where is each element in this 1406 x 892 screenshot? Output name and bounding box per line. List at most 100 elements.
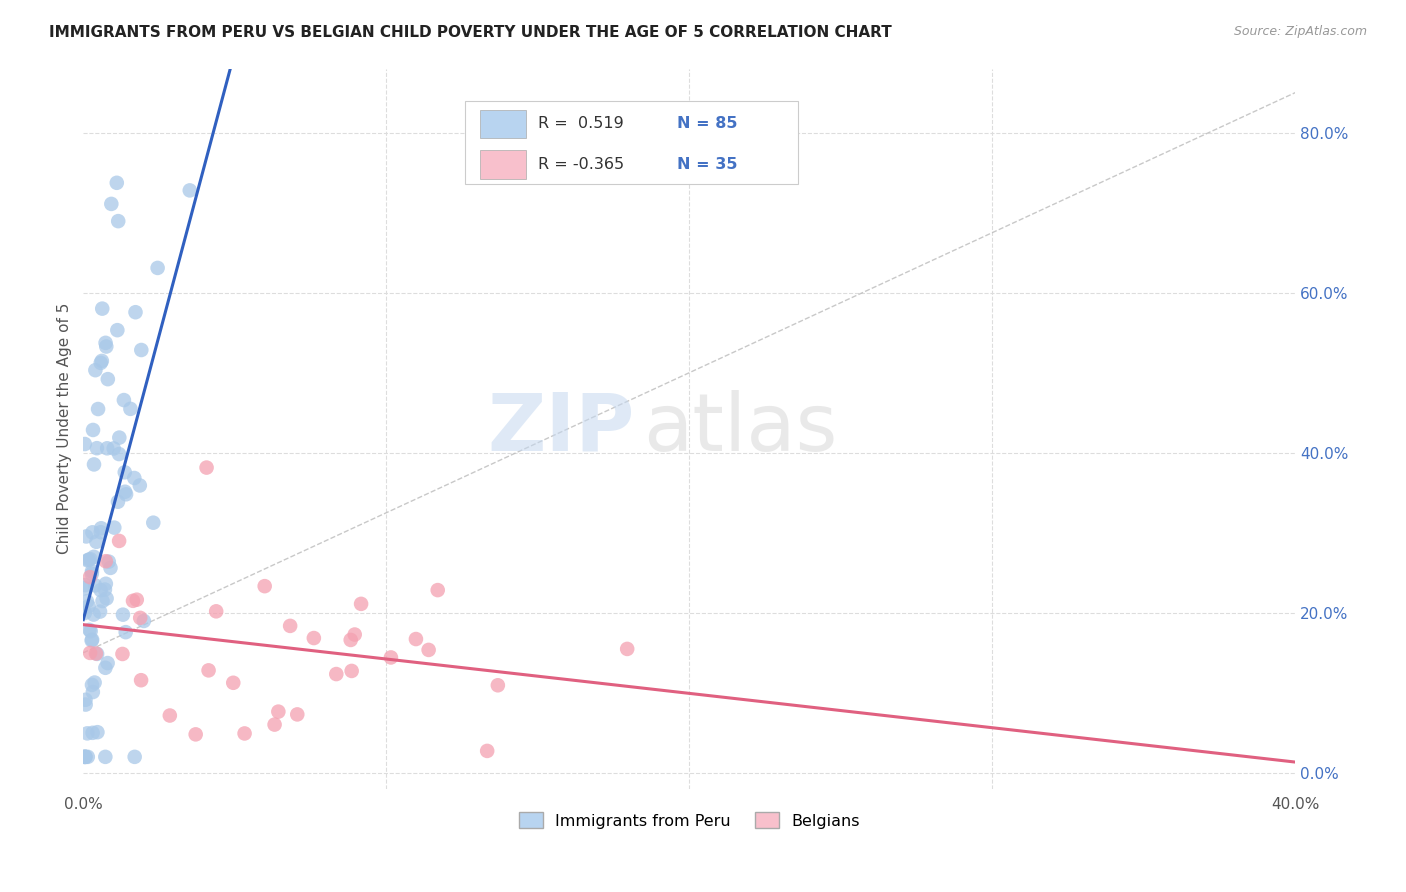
Point: [263, 717, 285, 731]
Point: [77, 553, 100, 567]
Point: [77, 599, 100, 614]
Point: [195, 460, 218, 475]
Point: [105, 176, 128, 190]
Point: [100, 197, 122, 211]
Point: [90, 521, 112, 535]
Point: [122, 594, 145, 608]
Point: [86, 441, 108, 455]
FancyBboxPatch shape: [465, 101, 799, 184]
Point: [94, 576, 117, 591]
Y-axis label: Child Poverty Under the Age of 5: Child Poverty Under the Age of 5: [58, 303, 72, 555]
Point: [108, 533, 131, 548]
Point: [115, 487, 138, 501]
Point: [73, 437, 96, 451]
Legend: Immigrants from Peru, Belgians: Immigrants from Peru, Belgians: [512, 805, 866, 835]
Point: [114, 625, 136, 640]
Point: [82, 632, 104, 647]
Point: [82, 726, 104, 740]
Point: [76, 749, 98, 764]
Point: [97, 555, 120, 569]
Point: [114, 484, 136, 499]
Point: [129, 611, 152, 625]
Point: [96, 442, 118, 456]
Point: [82, 685, 104, 699]
Point: [350, 597, 373, 611]
Point: [132, 614, 155, 628]
Point: [83, 458, 105, 472]
Point: [616, 641, 638, 656]
Point: [108, 447, 131, 461]
Point: [475, 744, 498, 758]
Text: IMMIGRANTS FROM PERU VS BELGIAN CHILD POVERTY UNDER THE AGE OF 5 CORRELATION CHA: IMMIGRANTS FROM PERU VS BELGIAN CHILD PO…: [49, 25, 891, 40]
Text: R = -0.365: R = -0.365: [538, 157, 624, 172]
Point: [86, 647, 108, 661]
Text: N = 85: N = 85: [678, 117, 738, 131]
Point: [128, 478, 150, 492]
Point: [87, 402, 110, 417]
Point: [253, 579, 276, 593]
Point: [111, 607, 134, 622]
Point: [124, 471, 146, 485]
Point: [96, 339, 118, 353]
Point: [84, 647, 107, 661]
Point: [302, 631, 325, 645]
Point: [111, 647, 134, 661]
Point: [325, 667, 347, 681]
Point: [94, 661, 117, 675]
Text: R =  0.519: R = 0.519: [538, 117, 624, 131]
Point: [83, 549, 105, 564]
Point: [75, 529, 97, 543]
Point: [405, 632, 427, 646]
Point: [285, 707, 308, 722]
Point: [107, 494, 129, 508]
Point: [79, 624, 101, 638]
Point: [73, 606, 96, 620]
Point: [426, 583, 449, 598]
Point: [222, 675, 245, 690]
Text: N = 35: N = 35: [678, 157, 738, 172]
Point: [114, 465, 136, 479]
Point: [159, 708, 181, 723]
Point: [86, 725, 108, 739]
Point: [75, 578, 97, 592]
Point: [340, 664, 363, 678]
Point: [205, 604, 228, 618]
Point: [89, 605, 111, 619]
Point: [343, 627, 366, 641]
Point: [76, 553, 98, 567]
Point: [184, 727, 207, 741]
Point: [96, 591, 118, 606]
Point: [124, 305, 146, 319]
Point: [83, 607, 105, 622]
Point: [233, 726, 256, 740]
Point: [146, 260, 169, 275]
Point: [79, 552, 101, 566]
Point: [73, 749, 96, 764]
Point: [82, 423, 104, 437]
Point: [75, 693, 97, 707]
Point: [105, 323, 128, 337]
Point: [103, 521, 125, 535]
Point: [125, 592, 148, 607]
Point: [94, 554, 117, 568]
Text: ZIP: ZIP: [488, 390, 636, 467]
Text: Source: ZipAtlas.com: Source: ZipAtlas.com: [1233, 25, 1367, 38]
Point: [83, 675, 105, 690]
Point: [486, 678, 509, 692]
Point: [142, 516, 165, 530]
Point: [124, 749, 146, 764]
Point: [97, 372, 120, 386]
FancyBboxPatch shape: [479, 110, 526, 138]
Point: [79, 570, 101, 584]
Point: [108, 431, 131, 445]
Point: [73, 581, 96, 595]
Point: [131, 343, 153, 357]
Point: [79, 646, 101, 660]
Point: [84, 578, 107, 592]
FancyBboxPatch shape: [479, 150, 526, 178]
Point: [76, 594, 98, 608]
Point: [107, 214, 129, 228]
Point: [94, 749, 117, 764]
Point: [97, 656, 120, 670]
Point: [76, 726, 98, 740]
